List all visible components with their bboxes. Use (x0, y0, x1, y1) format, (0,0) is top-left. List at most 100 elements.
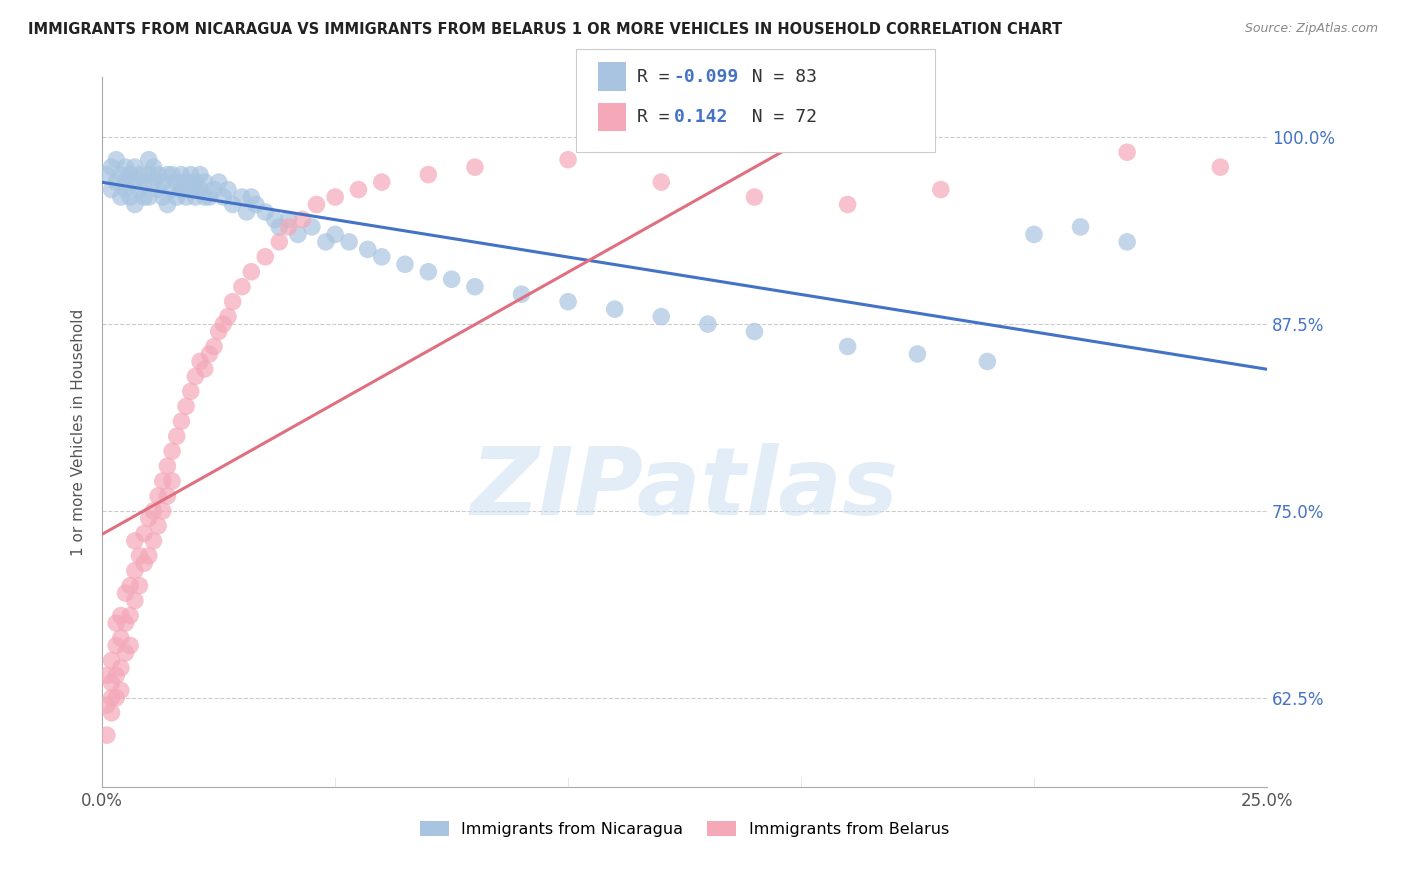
Point (1022, 227, 1045, 242)
Point (134, 526, 156, 541)
Point (156, 489, 179, 503)
Text: N = 83: N = 83 (730, 68, 817, 86)
Point (100, 706, 122, 720)
Point (235, 205, 257, 219)
Point (464, 160, 486, 174)
Point (603, 302, 626, 317)
Point (120, 579, 142, 593)
Point (323, 227, 346, 242)
Point (124, 533, 146, 548)
Point (146, 519, 169, 533)
Point (96, 728, 118, 742)
Point (110, 631, 132, 645)
Point (152, 175, 174, 189)
Point (217, 310, 239, 324)
Point (837, 197, 859, 211)
Point (120, 608, 142, 623)
Point (128, 579, 150, 593)
Point (188, 183, 211, 197)
Point (198, 347, 221, 361)
Point (105, 153, 128, 167)
Point (202, 339, 225, 353)
Point (180, 384, 202, 399)
Point (650, 310, 672, 324)
Point (180, 183, 202, 197)
Point (100, 160, 122, 174)
Point (557, 153, 579, 167)
Point (138, 549, 160, 563)
Point (418, 168, 440, 182)
Point (110, 168, 132, 182)
Point (105, 639, 128, 653)
Point (440, 272, 463, 286)
Point (128, 168, 150, 182)
Point (114, 586, 136, 600)
Point (269, 235, 291, 249)
Point (418, 265, 440, 279)
Point (100, 183, 122, 197)
Point (100, 690, 122, 705)
Point (464, 279, 486, 293)
Point (174, 175, 197, 189)
Point (124, 197, 146, 211)
Point (124, 160, 146, 174)
Point (120, 190, 142, 204)
Point (160, 444, 183, 458)
Text: N = 72: N = 72 (730, 108, 817, 126)
Point (188, 354, 211, 368)
Point (696, 317, 718, 331)
Point (357, 243, 380, 257)
Point (138, 168, 160, 182)
Legend: Immigrants from Nicaragua, Immigrants from Belarus: Immigrants from Nicaragua, Immigrants fr… (413, 815, 956, 844)
Point (254, 205, 277, 219)
Point (96, 168, 118, 182)
Point (180, 168, 202, 182)
Point (152, 504, 174, 518)
Point (120, 168, 142, 182)
Point (371, 175, 394, 189)
Point (194, 190, 217, 204)
Point (287, 227, 309, 242)
Point (1070, 219, 1092, 234)
Point (105, 690, 128, 705)
Point (114, 615, 136, 630)
Point (837, 339, 859, 353)
Point (114, 646, 136, 660)
Text: Source: ZipAtlas.com: Source: ZipAtlas.com (1244, 22, 1378, 36)
Point (371, 250, 394, 264)
Point (142, 533, 165, 548)
Point (1116, 235, 1139, 249)
Point (315, 235, 337, 249)
Point (134, 190, 156, 204)
Point (744, 190, 766, 204)
Point (156, 459, 179, 474)
Point (221, 197, 243, 211)
Point (269, 219, 291, 234)
Point (166, 190, 188, 204)
Point (929, 183, 952, 197)
Point (166, 429, 188, 443)
Point (1209, 160, 1232, 174)
Point (1116, 145, 1139, 160)
Point (184, 175, 207, 189)
Point (208, 175, 231, 189)
Point (152, 474, 174, 488)
Point (254, 250, 277, 264)
Point (160, 168, 183, 182)
Point (160, 474, 183, 488)
Point (124, 593, 146, 607)
Point (301, 219, 323, 234)
Point (277, 212, 299, 227)
Point (110, 683, 132, 698)
Point (142, 175, 165, 189)
Point (240, 190, 263, 204)
Point (114, 160, 136, 174)
Point (337, 235, 360, 249)
Point (650, 175, 672, 189)
Point (142, 504, 165, 518)
Point (305, 197, 328, 211)
Point (156, 197, 179, 211)
Point (160, 183, 183, 197)
Point (105, 175, 128, 189)
Point (170, 168, 193, 182)
